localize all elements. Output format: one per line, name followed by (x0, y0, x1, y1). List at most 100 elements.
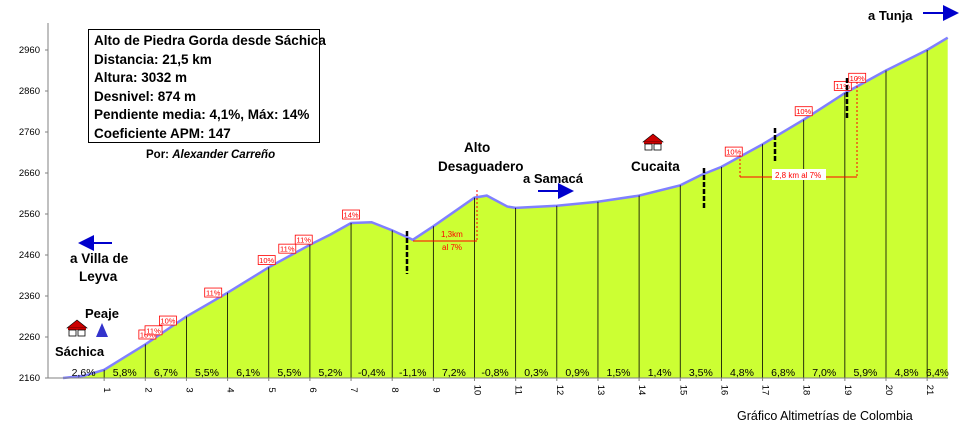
max-gradient-badge: 11% (833, 80, 852, 91)
route-gradient: Pendiente media: 4,1%, Máx: 14% (94, 107, 310, 123)
badge-label: 10% (796, 107, 811, 116)
segment-gradient-label: 6,4% (926, 368, 949, 379)
y-tick-label: 2860 (19, 86, 40, 97)
segment-gradient-label: 6,8% (771, 367, 795, 379)
segment-gradient-label: 3,5% (689, 367, 713, 379)
label-alto-1: Alto (464, 140, 490, 155)
x-tick-label: 15 (677, 385, 688, 396)
toll-triangle-icon (96, 323, 108, 337)
x-tick-label: 12 (554, 385, 565, 396)
badge-box (833, 80, 852, 91)
segment-gradient-label: -0,8% (481, 367, 508, 379)
badge-label: 10% (726, 148, 741, 157)
label-sachica: Sáchica (55, 344, 105, 359)
x-tick-label: 13 (595, 385, 606, 396)
segment-gradient-label: 7,0% (812, 367, 836, 379)
author-name: Alexander Carreño (172, 149, 276, 161)
badge-box (159, 315, 177, 326)
x-tick-label: 4 (225, 387, 236, 392)
x-tick-label: 20 (883, 385, 894, 396)
label-samaca: a Samacá (523, 171, 584, 186)
max-gradient-badge: 11% (278, 243, 297, 254)
town-house-icon (66, 319, 88, 337)
max-gradient-badge: 11% (204, 287, 223, 298)
x-tick-label: 18 (801, 385, 812, 396)
segment-gradient-label: 6,1% (236, 367, 260, 379)
town-house-icon (642, 133, 664, 151)
x-tick-label: 19 (842, 385, 853, 396)
badge-label: 10% (259, 256, 274, 265)
badge-label: 11% (836, 82, 851, 91)
label-cucaita: Cucaita (631, 159, 680, 174)
segment-gradient-label: 6,7% (154, 367, 178, 379)
segment-gradient-label: 5,5% (277, 367, 301, 379)
author-prefix: Por: (146, 149, 169, 161)
badge-box (724, 146, 743, 157)
label-tunja: a Tunja (868, 8, 913, 23)
badge-label: 14% (344, 211, 359, 220)
y-tick-label: 2560 (19, 209, 40, 220)
badge-box (794, 106, 813, 117)
x-tick-label: 7 (348, 387, 359, 392)
x-tick-label: 14 (636, 385, 647, 396)
segment-gradient-label: 5,8% (113, 367, 137, 379)
max-gradient-badge: 11% (294, 234, 313, 245)
route-info-box: Alto de Piedra Gorda desde Sáchica Dista… (88, 29, 326, 143)
x-tick-label: 9 (430, 387, 441, 392)
max-gradient-badge: 10% (159, 315, 177, 326)
segment-gradient-label: 4,8% (895, 367, 919, 379)
segment-gradient-label: 7,2% (442, 367, 466, 379)
badge-box (278, 243, 297, 254)
x-tick-label: 21 (924, 385, 935, 396)
segment-gradient-label: 5,2% (319, 367, 343, 379)
y-tick-label: 2960 (19, 45, 40, 56)
badge-box (294, 234, 313, 245)
span1-label-2: al 7% (442, 243, 462, 252)
x-tick-label: 5 (266, 387, 277, 392)
x-tick-label: 6 (307, 387, 318, 392)
badge-label: 11% (280, 245, 295, 254)
chart-credit: Gráfico Altimetrías de Colombia (737, 409, 913, 423)
y-tick-label: 2160 (19, 373, 40, 384)
span2-label-bg (772, 169, 826, 180)
x-tick-label: 17 (760, 385, 771, 396)
x-tick-label: 16 (718, 385, 729, 396)
segment-gradient-label: 4,8% (730, 367, 754, 379)
badge-box (204, 287, 223, 298)
route-gain: Desnivel: 874 m (94, 88, 197, 104)
y-tick-label: 2360 (19, 291, 40, 302)
x-tick-label: 8 (389, 387, 400, 392)
route-title: Alto de Piedra Gorda desde Sáchica (94, 33, 326, 48)
y-tick-label: 2460 (19, 250, 40, 261)
segment-gradient-label: 0,9% (565, 367, 589, 379)
segment-gradient-label: -1,1% (399, 367, 426, 379)
badge-label: 11% (206, 289, 221, 298)
x-tick-label: 10 (472, 385, 483, 396)
segment-gradient-label: 5,9% (853, 367, 877, 379)
badge-box (342, 209, 360, 220)
badge-label: 10% (160, 317, 175, 326)
route-altitude: Altura: 3032 m (94, 70, 188, 86)
author-credit: Por: Alexander Carreño (146, 149, 275, 161)
span2-label: 2,8 km al 7% (775, 171, 821, 180)
segment-gradient-label: 5,5% (195, 367, 219, 379)
y-tick-label: 2760 (19, 127, 40, 138)
x-tick-label: 11 (513, 385, 524, 395)
badge-box (144, 325, 163, 336)
x-tick-label: 1 (101, 387, 112, 392)
y-tick-label: 2260 (19, 332, 40, 343)
badge-label: 11% (296, 236, 311, 245)
badge-label: 11% (146, 326, 161, 335)
profile-area (63, 37, 948, 378)
segment-gradient-label: -0,4% (358, 367, 385, 379)
x-tick-label: 2 (142, 387, 153, 392)
max-gradient-badge: 10% (794, 106, 813, 117)
segment-gradient-label: 1,5% (607, 367, 631, 379)
span1-label-1: 1,3km (441, 230, 463, 239)
label-peaje: Peaje (85, 306, 119, 321)
x-tick-label: 3 (183, 387, 194, 392)
badge-box (257, 255, 276, 265)
label-alto-2: Desaguadero (438, 159, 524, 174)
route-apm: Coeficiente APM: 147 (94, 125, 231, 141)
route-distance: Distancia: 21,5 km (94, 51, 212, 67)
